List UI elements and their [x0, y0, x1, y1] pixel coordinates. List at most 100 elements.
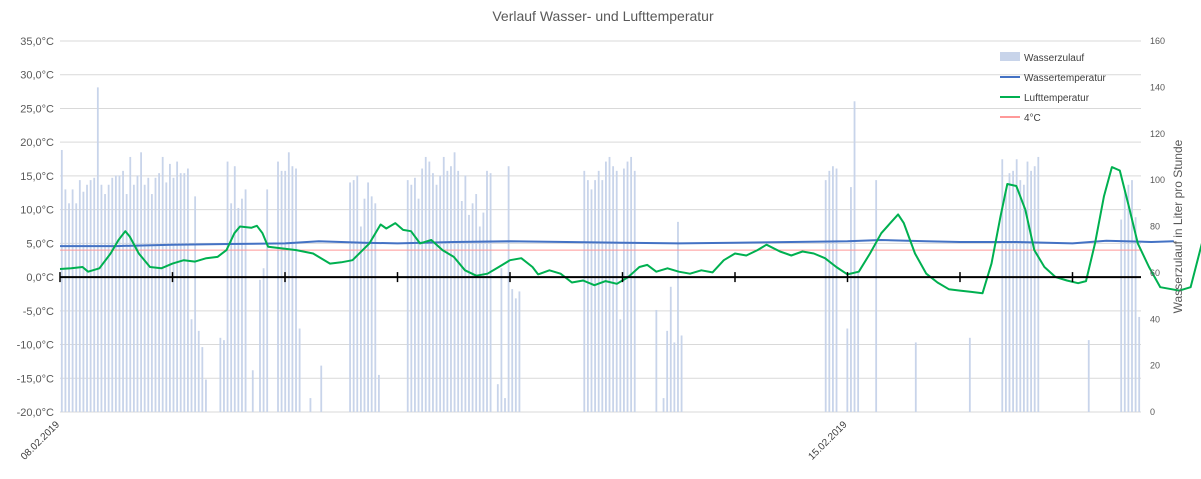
- water-inflow-bar: [161, 156, 164, 412]
- water-inflow-bar: [1138, 316, 1141, 412]
- water-inflow-bar: [104, 194, 106, 412]
- water-inflow-bar: [586, 180, 589, 412]
- water-inflow-bar: [590, 189, 593, 412]
- y-right-tick-label: 120: [1150, 129, 1165, 139]
- water-inflow-bar: [377, 374, 380, 412]
- water-inflow-bar: [205, 379, 207, 412]
- water-inflow-bar: [875, 180, 878, 412]
- water-inflow-bar: [150, 194, 153, 412]
- water-inflow-bar: [623, 168, 625, 412]
- water-inflow-bar: [630, 156, 633, 412]
- water-inflow-bar: [158, 173, 160, 412]
- water-inflow-bar: [835, 168, 838, 412]
- water-inflow-bar: [136, 175, 139, 412]
- y-right-tick-label: 160: [1150, 36, 1165, 46]
- water-inflow-bar: [457, 170, 460, 412]
- y-left-tick-label: 15,0°C: [20, 171, 54, 183]
- water-inflow-bar: [356, 175, 359, 412]
- water-inflow-bar: [446, 170, 449, 412]
- water-inflow-bar: [417, 198, 420, 412]
- water-inflow-bar: [482, 212, 485, 412]
- water-inflow-bar: [172, 177, 175, 412]
- water-inflow-bar: [1001, 159, 1004, 412]
- water-inflow-bar: [183, 173, 186, 412]
- water-inflow-bar: [230, 203, 233, 412]
- water-inflow-bar: [280, 170, 283, 412]
- water-inflow-bar: [1120, 219, 1123, 412]
- y-right-tick-label: 140: [1150, 82, 1165, 92]
- water-inflow-bar: [453, 152, 456, 413]
- water-inflow-bar: [367, 182, 369, 412]
- water-inflow-bar: [853, 101, 856, 412]
- water-inflow-bar: [471, 203, 474, 412]
- legend: Wasserzulauf Wassertemperatur Lufttemperat…: [1000, 52, 1107, 124]
- water-temperature-line: [60, 238, 1174, 248]
- water-inflow-bar: [439, 175, 442, 412]
- water-inflow-bar: [406, 180, 409, 412]
- water-inflow-bar: [496, 384, 499, 412]
- y-right-tick-label: 40: [1150, 314, 1160, 324]
- water-inflow-bar: [176, 161, 179, 412]
- water-inflow-bar: [82, 191, 85, 412]
- water-inflow-bar: [122, 170, 124, 412]
- water-inflow-bar: [219, 337, 222, 412]
- water-inflow-bar: [374, 203, 377, 412]
- water-inflow-bar: [435, 184, 438, 412]
- water-inflow-bar: [428, 161, 431, 412]
- legend-swatch-bar: [1000, 52, 1020, 61]
- water-inflow-bar: [583, 170, 586, 412]
- water-inflow-bar: [514, 298, 517, 412]
- y-left-tick-label: -5,0°C: [23, 306, 54, 318]
- water-inflow-bar: [1033, 166, 1036, 412]
- water-inflow-bar: [601, 180, 604, 412]
- water-inflow-bar: [284, 170, 287, 412]
- water-inflow-bar: [132, 184, 135, 412]
- water-inflow-bar: [100, 184, 103, 412]
- y-right-tick-label: 100: [1150, 175, 1165, 185]
- water-inflow-bar: [677, 221, 679, 412]
- y-left-tick-label: 30,0°C: [20, 70, 54, 82]
- water-inflow-bar: [320, 365, 323, 412]
- water-inflow-bar: [1022, 184, 1025, 412]
- water-inflow-bar: [669, 286, 672, 412]
- water-inflow-bar: [518, 291, 521, 412]
- water-inflow-bar: [114, 175, 117, 412]
- water-inflow-bar: [370, 196, 373, 412]
- water-inflow-bar: [460, 200, 463, 412]
- water-inflow-bar: [424, 156, 427, 412]
- water-inflow-bar: [850, 187, 852, 412]
- water-inflow-bar: [1026, 161, 1029, 412]
- legend-label: Wasserzulauf: [1024, 53, 1084, 64]
- y-left-tick-label: -15,0°C: [17, 373, 54, 385]
- water-inflow-bar: [489, 173, 492, 412]
- water-inflow-bar: [287, 152, 290, 413]
- legend-label: 4°C: [1024, 113, 1041, 124]
- gridlines: [60, 40, 1141, 413]
- water-inflow-bar: [169, 163, 171, 412]
- water-inflow-bar: [295, 168, 297, 412]
- water-inflow-bar: [432, 173, 434, 412]
- water-inflow-bar: [1008, 173, 1011, 412]
- water-inflow-bar: [619, 319, 622, 412]
- water-inflow-bar: [1030, 170, 1032, 412]
- water-inflow-bar: [1004, 191, 1007, 412]
- water-inflow-bar: [352, 180, 355, 412]
- y-right-tick-label: 60: [1150, 268, 1160, 278]
- water-inflow-bar: [832, 166, 834, 412]
- water-inflow-bar: [824, 180, 827, 412]
- water-inflow-bar: [363, 198, 366, 412]
- water-inflow-bar: [179, 173, 182, 412]
- water-inflow-bar: [187, 168, 189, 412]
- water-inflow-bar: [140, 152, 142, 413]
- water-inflow-bar: [1131, 180, 1133, 412]
- water-inflow-bar: [147, 177, 150, 412]
- water-inflow-bar: [107, 184, 110, 412]
- water-inflow-bar: [594, 180, 596, 412]
- water-inflow-bar: [197, 330, 200, 412]
- water-inflow-bar: [500, 268, 503, 412]
- water-inflow-bar: [673, 342, 676, 412]
- y-left-tick-label: -10,0°C: [17, 340, 54, 352]
- water-inflow-bar: [118, 175, 121, 412]
- water-inflow-bar: [846, 328, 849, 412]
- water-inflow-bar: [1012, 170, 1014, 412]
